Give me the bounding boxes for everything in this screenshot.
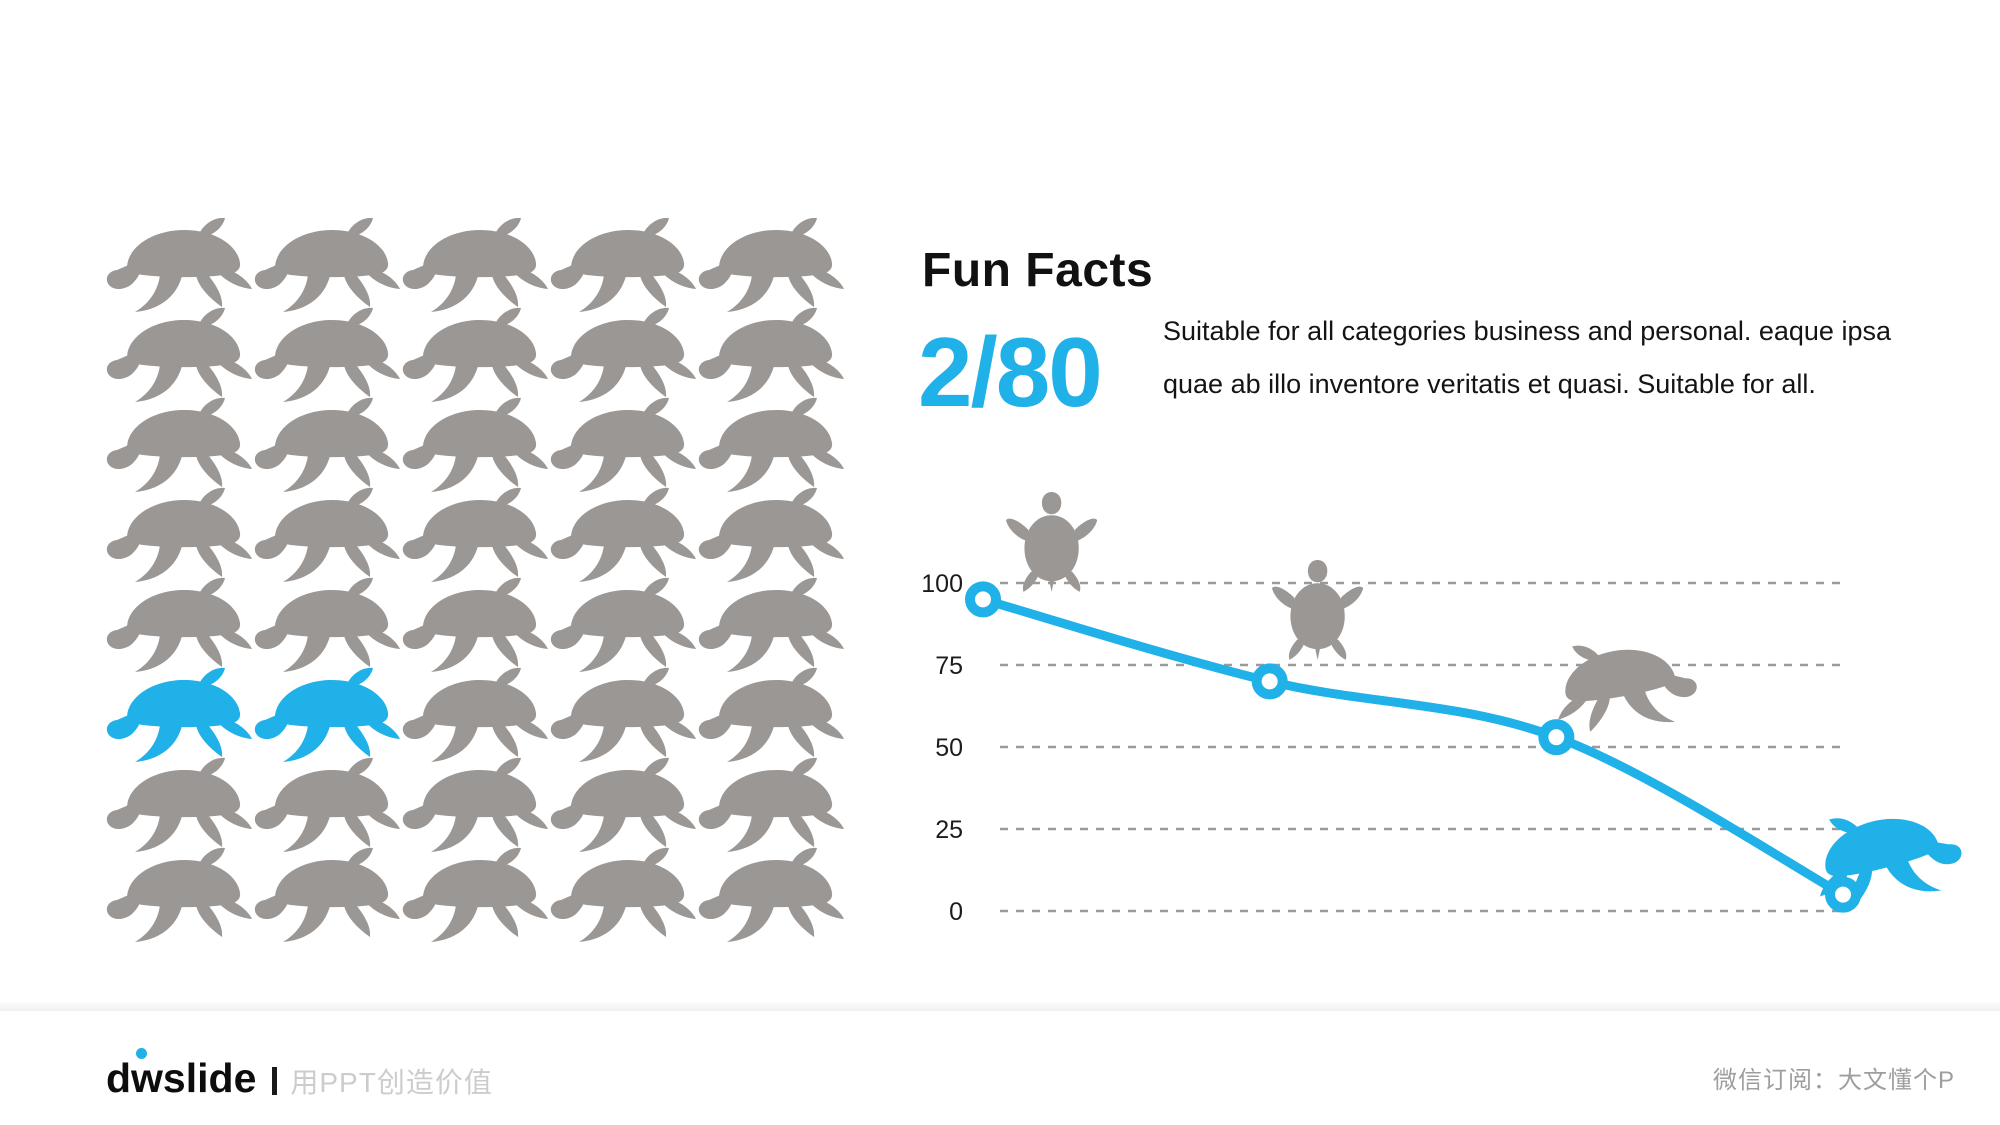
blue-dot-icon [136,1047,147,1059]
y-tick-label: 50 [935,734,963,762]
data-point-marker [1825,876,1862,913]
chart-line [978,594,1848,900]
footer-right-text: 微信订阅：大文懂个P [1712,1067,1955,1094]
y-tick-label: 75 [935,652,963,680]
y-tick-label: 100 [921,570,963,598]
description-text: Suitable for all categories business and… [1163,316,1891,399]
logo-wordmark: dwslide [106,1047,257,1101]
sea-turtle-top-icon [1006,491,1098,592]
data-point-marker [1251,663,1288,700]
logo-text: dwslide [106,1054,257,1101]
data-point-marker [1538,719,1575,756]
logo-tagline: 用PPT创造价值 [290,1067,493,1098]
y-tick-label: 0 [949,898,963,926]
sea-turtle-top-icon [1272,559,1364,660]
footer-logo: dwslide 用PPT创造价值 [106,1047,493,1104]
stat-value: 2/80 [918,317,1103,427]
footer-divider [0,1002,2000,1011]
logo-separator-bar [272,1067,278,1095]
sea-turtle-side-icon [1546,626,1703,742]
page-title: Fun Facts [922,244,1154,297]
y-tick-label: 25 [935,816,963,844]
data-point-marker [965,581,1001,618]
